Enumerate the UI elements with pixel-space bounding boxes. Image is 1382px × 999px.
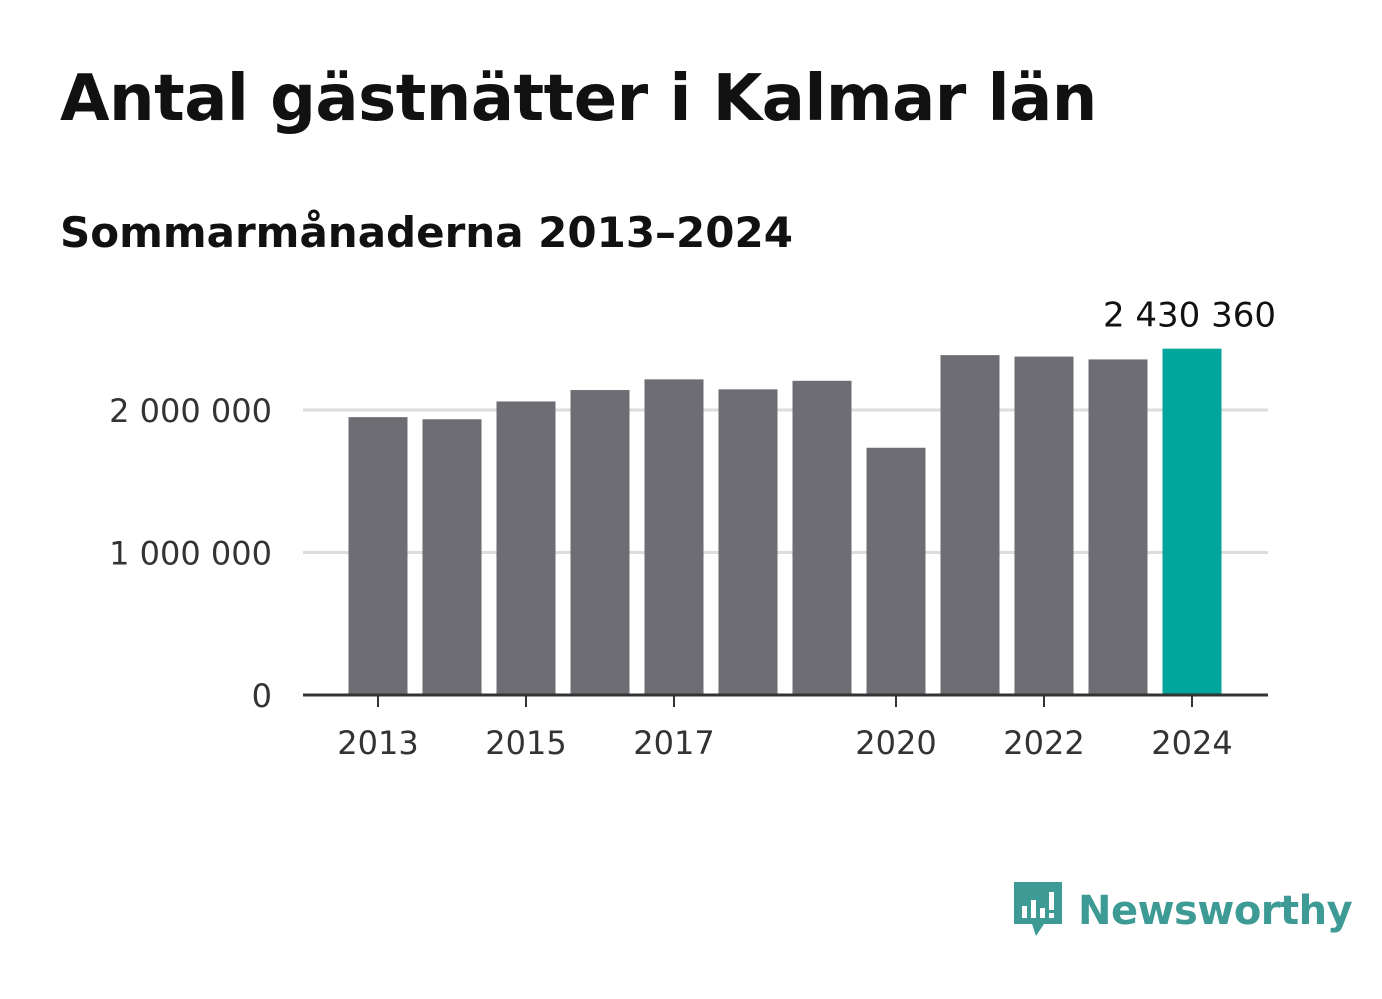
x-tick-label: 2022 [1003,724,1084,762]
brand-logo: Newsworthy [1010,878,1353,944]
labels: 0 1 000 000 2 000 000 2013 2015 2017 2020 2022 2… [109,296,1276,762]
bar [422,419,482,695]
bar [866,447,926,695]
bar [1014,356,1074,695]
y-tick-label: 0 [252,677,272,715]
y-tick-label: 1 000 000 [109,535,272,573]
brand-name: Newsworthy [1078,888,1353,934]
bar [644,379,704,695]
x-tick-label: 2015 [485,724,566,762]
x-tick-label: 2020 [855,724,936,762]
chart-subtitle: Sommarmånaderna 2013–2024 [60,208,793,257]
newsworthy-logo-icon [1010,878,1066,944]
bar [718,389,778,695]
x-tick-label: 2013 [337,724,418,762]
x-tick-label: 2017 [633,724,714,762]
chart-title: Antal gästnätter i Kalmar län [60,62,1097,136]
bar [570,390,630,695]
x-tick-label: 2024 [1151,724,1232,762]
bar [496,401,556,695]
axes [303,693,1268,707]
bar [1088,359,1148,695]
y-tick-label: 2 000 000 [109,392,272,430]
bar [348,417,408,695]
data-label: 2 430 360 [1103,296,1276,336]
bar [940,355,1000,695]
bar-highlight [1162,348,1222,695]
bar [792,380,852,695]
bars [348,348,1222,695]
